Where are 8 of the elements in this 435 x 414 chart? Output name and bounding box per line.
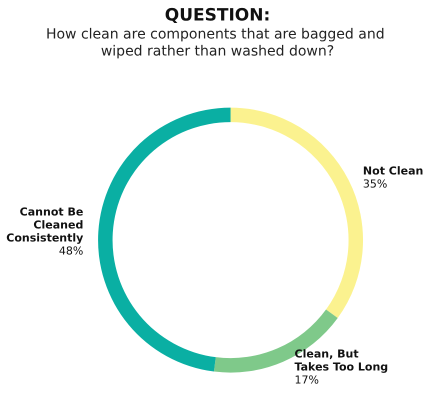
chart-subtitle: How clean are components that are bagged and wiped rather than washed down? [46,26,390,60]
data-label: 17% [294,374,319,387]
chart-title: QUESTION: [164,6,270,26]
slice-label: Not Clean [362,164,424,178]
data-label: 35% [362,177,388,190]
slice-label: Cannot Be Cleaned Consistently [6,205,84,244]
slice-label: Clean, But Takes Too Long [294,348,388,374]
data-label: 48% [58,244,84,258]
